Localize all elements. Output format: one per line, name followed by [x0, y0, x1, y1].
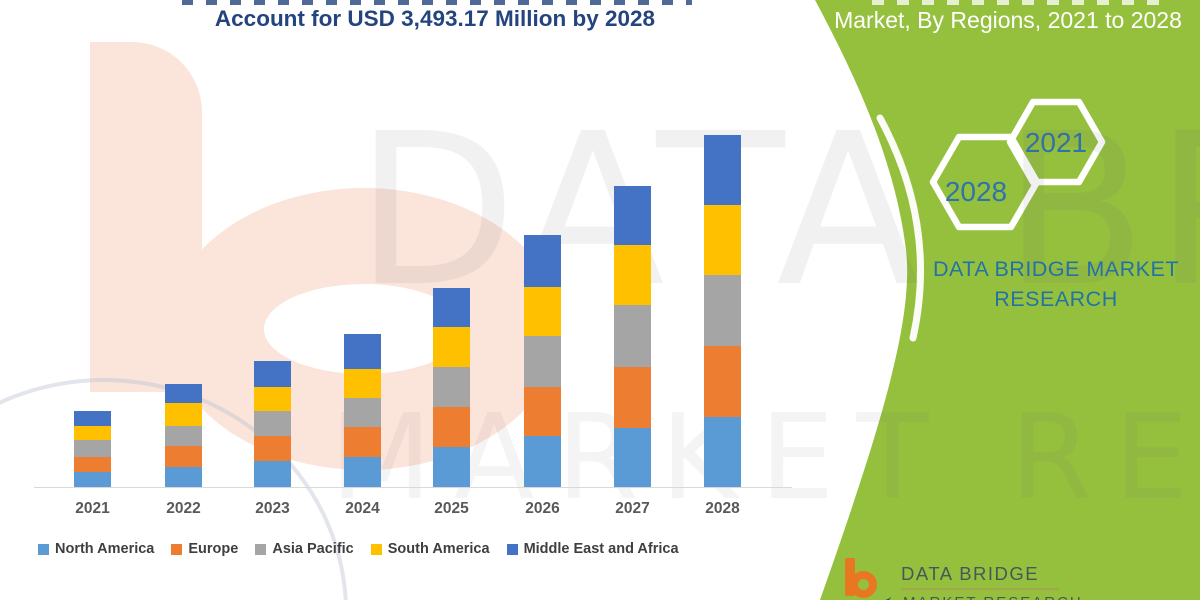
x-axis-label-2028: 2028 [705, 500, 740, 517]
bar-segment-2027-middle-east-and-africa [614, 186, 651, 246]
hexagon-2021 [1006, 98, 1106, 186]
legend-label: North America [55, 541, 155, 557]
brand-text: DATA BRIDGE MARKET RESEARCH [898, 254, 1200, 314]
bar-segment-2021-north-america [74, 471, 111, 487]
bar-segment-2026-south-america [524, 286, 561, 337]
logo-subname-text: MARKET RESEARCH [903, 594, 1083, 600]
x-axis-label-2025: 2025 [434, 500, 469, 517]
bar-segment-2022-europe [165, 445, 202, 467]
legend-swatch-icon [38, 543, 49, 555]
bar-segment-2026-europe [524, 386, 561, 436]
bar-segment-2023-middle-east-and-africa [254, 361, 291, 388]
bar-segment-2027-asia-pacific [614, 304, 651, 367]
x-axis-label-2023: 2023 [255, 500, 290, 517]
x-axis-label-2024: 2024 [345, 500, 380, 517]
legend-swatch-icon [171, 543, 183, 555]
bar-segment-2028-north-america [704, 416, 741, 487]
brand-text-line1: DATA BRIDGE MARKET [933, 257, 1179, 281]
bar-segment-2028-south-america [704, 205, 741, 276]
legend-label: Europe [188, 541, 239, 557]
bar-segment-2025-north-america [433, 447, 470, 487]
bar-segment-2027-south-america [614, 245, 651, 305]
legend-swatch-icon [255, 543, 267, 555]
bar-segment-2021-europe [74, 456, 111, 472]
data-bridge-logo-icon [838, 556, 892, 600]
legend-label: Middle East and Africa [523, 541, 679, 557]
bar-segment-2023-north-america [254, 461, 291, 487]
brand-text-line2: RESEARCH [994, 287, 1118, 311]
bar-segment-2026-middle-east-and-africa [524, 235, 561, 287]
bar-segment-2027-north-america [614, 427, 651, 487]
green-panel-shape [815, 0, 1200, 600]
bar-segment-2028-middle-east-and-africa [704, 135, 741, 206]
bar-segment-2021-south-america [74, 425, 111, 440]
hexagon-2028 [929, 133, 1041, 231]
legend-label: Asia Pacific [272, 541, 354, 557]
bar-segment-2025-europe [433, 407, 470, 447]
legend-item-asia-pacific: Asia Pacific [255, 541, 354, 557]
bar-segment-2021-middle-east-and-africa [74, 410, 111, 426]
bar-segment-2022-asia-pacific [165, 425, 202, 446]
bar-segment-2028-europe [704, 346, 741, 417]
plot-area [34, 135, 792, 488]
x-axis-label-2026: 2026 [525, 500, 560, 517]
bar-segment-2025-south-america [433, 326, 470, 368]
bar-segment-2027-europe [614, 366, 651, 428]
bar-segment-2025-middle-east-and-africa [433, 287, 470, 327]
x-axis-label-2027: 2027 [615, 500, 650, 517]
legend-swatch-icon [506, 543, 518, 555]
bar-segment-2026-north-america [524, 435, 561, 487]
bar-segment-2023-europe [254, 436, 291, 461]
legend: North America Europe Asia Pacific South Ame… [38, 541, 679, 557]
bar-segment-2025-asia-pacific [433, 367, 470, 408]
x-axis-label-2021: 2021 [75, 500, 110, 517]
bar-segment-2022-south-america [165, 403, 202, 426]
bar-segment-2024-south-america [344, 368, 381, 398]
bar-segment-2028-asia-pacific [704, 275, 741, 346]
bar-segment-2021-asia-pacific [74, 439, 111, 457]
legend-item-south-america: South America [370, 541, 490, 557]
logo-name-text: DATA BRIDGE [901, 563, 1040, 584]
x-axis-label-2022: 2022 [166, 500, 201, 517]
x-axis-line [34, 487, 792, 488]
bar-segment-2022-middle-east-and-africa [165, 384, 202, 404]
hexagon-year-2021: 2021 [1025, 127, 1087, 158]
panel-title: Market, By Regions, 2021 to 2028 [834, 7, 1182, 33]
legend-item-north-america: North America [38, 541, 154, 557]
logo-underline [901, 588, 1059, 590]
cutoff-title-sliver-right [872, 0, 1172, 5]
bar-segment-2026-asia-pacific [524, 336, 561, 387]
legend-item-europe: Europe [171, 541, 238, 557]
bar-segment-2024-north-america [344, 456, 381, 487]
cutoff-title-sliver-left [182, 0, 692, 5]
bar-segment-2024-asia-pacific [344, 397, 381, 427]
hexagon-year-2028: 2028 [945, 176, 1007, 207]
panel-arc-decoration [876, 114, 925, 342]
bar-segment-2022-north-america [165, 466, 202, 487]
legend-swatch-icon [370, 543, 382, 555]
legend-item-middle-east-and-africa: Middle East and Africa [506, 541, 679, 557]
legend-label: South America [387, 541, 490, 557]
chart-title: Account for USD 3,493.17 Million by 2028 [214, 6, 656, 31]
bar-segment-2024-europe [344, 426, 381, 457]
bar-segment-2023-south-america [254, 387, 291, 412]
bar-segment-2023-asia-pacific [254, 411, 291, 437]
bar-segment-2024-middle-east-and-africa [344, 334, 381, 369]
